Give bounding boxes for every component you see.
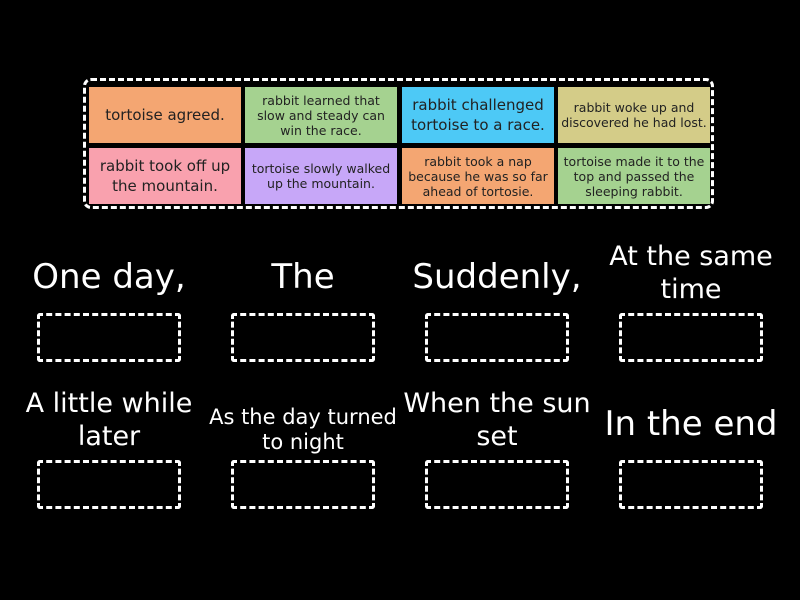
drop-slot[interactable] — [425, 313, 569, 362]
answer-bank — [83, 78, 714, 209]
draggable-tile[interactable]: rabbit woke up and discovered he had los… — [558, 87, 710, 143]
drop-slot[interactable] — [37, 313, 181, 362]
slot-label: In the end — [604, 404, 778, 444]
drop-slot[interactable] — [425, 460, 569, 509]
slot-label: As the day turned to night — [209, 405, 397, 454]
draggable-tile[interactable]: tortoise agreed. — [89, 87, 241, 143]
drop-slot[interactable] — [37, 460, 181, 509]
slot-label: When the sun set — [403, 388, 591, 452]
drop-slot[interactable] — [619, 460, 763, 509]
drop-slot[interactable] — [619, 313, 763, 362]
draggable-tile[interactable]: rabbit challenged tortoise to a race. — [402, 87, 554, 143]
draggable-tile[interactable]: tortoise slowly walked up the mountain. — [245, 148, 397, 204]
slot-label: The — [271, 257, 335, 297]
draggable-tile[interactable]: rabbit took a nap because he was so far … — [402, 148, 554, 204]
slot-label: One day, — [32, 257, 186, 297]
slot-label: Suddenly, — [412, 257, 582, 297]
drop-slot[interactable] — [231, 313, 375, 362]
drop-slot[interactable] — [231, 460, 375, 509]
draggable-tile[interactable]: rabbit took off up the mountain. — [89, 148, 241, 204]
draggable-tile[interactable]: tortoise made it to the top and passed t… — [558, 148, 710, 204]
draggable-tile[interactable]: rabbit learned that slow and steady can … — [245, 87, 397, 143]
slot-label: At the same time — [609, 241, 773, 305]
slot-label: A little while later — [25, 388, 193, 452]
